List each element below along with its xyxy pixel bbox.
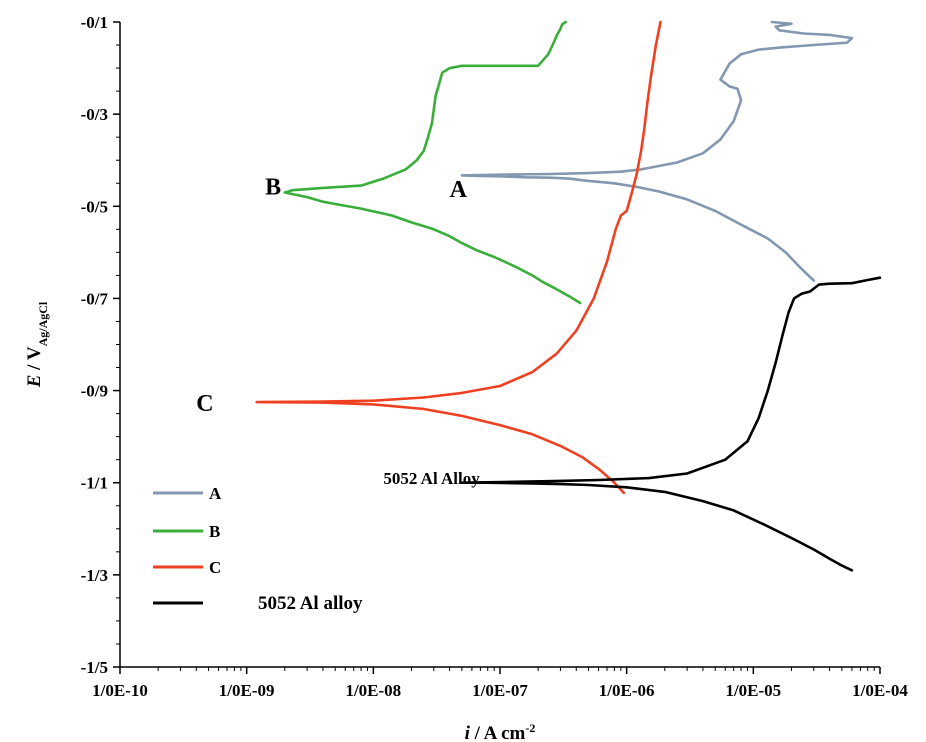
axes-layer xyxy=(119,22,880,668)
x-tick-label: 1/0E-07 xyxy=(472,681,528,700)
y-axis-title-unit: / V xyxy=(24,346,45,374)
series-line-0 xyxy=(460,20,854,282)
y-tick-label: -0/7 xyxy=(81,289,109,308)
legend-label-0: A xyxy=(209,484,222,503)
x-axis-title: i / A cm-2 xyxy=(465,721,536,742)
curve-label-2: C xyxy=(196,391,213,417)
curve-label-0: A xyxy=(450,177,468,203)
y-tick-label: -0/3 xyxy=(81,105,108,124)
x-tick-label: 1/0E-09 xyxy=(219,681,275,700)
curve-label-3: 5052 Al Alloy xyxy=(383,469,480,488)
legend-label-1: B xyxy=(209,522,220,541)
x-axis-title-exponent: -2 xyxy=(525,721,535,735)
y-tick-label: -0/5 xyxy=(81,197,108,216)
x-axis-title-unit: / A cm xyxy=(470,723,526,742)
y-axis-title: E / VAg/AgCl xyxy=(24,301,50,388)
series-line-3 xyxy=(460,276,882,572)
y-ticks: -0/1 -0/3 -0/5 -0/7 -0/9 -1/1 -1/3 -1/5 xyxy=(81,13,120,677)
y-tick-label: -0/1 xyxy=(81,13,108,32)
x-tick-label: 1/0E-10 xyxy=(92,681,148,700)
annotations-layer: A B C 5052 Al Alloy xyxy=(196,175,480,489)
x-ticks: 1/0E-10 1/0E-09 1/0E-08 1/0E-07 1/0E-06 1/0E-… xyxy=(92,667,908,700)
y-tick-label: -1/1 xyxy=(81,474,108,493)
curve-label-1: B xyxy=(265,175,281,201)
series-line-1 xyxy=(283,20,582,305)
x-tick-label: 1/0E-06 xyxy=(599,681,655,700)
y-axis-title-symbol: E xyxy=(24,375,45,389)
x-tick-label: 1/0E-05 xyxy=(725,681,781,700)
legend-label-3: 5052 Al alloy xyxy=(258,593,363,614)
y-tick-label: -0/9 xyxy=(81,382,108,401)
curves-layer xyxy=(255,20,882,572)
x-axis-title-symbol: i xyxy=(465,723,471,742)
y-tick-label: -1/5 xyxy=(81,658,108,677)
y-tick-label: -1/3 xyxy=(81,566,108,585)
series-line-2 xyxy=(255,20,662,495)
legend: ABC 5052 Al alloy xyxy=(153,484,363,614)
legend-label-2: C xyxy=(209,558,221,577)
y-axis-title-reference: Ag/AgCl xyxy=(36,301,50,346)
x-tick-label: 1/0E-08 xyxy=(345,681,401,700)
x-tick-label: 1/0E-04 xyxy=(852,681,908,700)
